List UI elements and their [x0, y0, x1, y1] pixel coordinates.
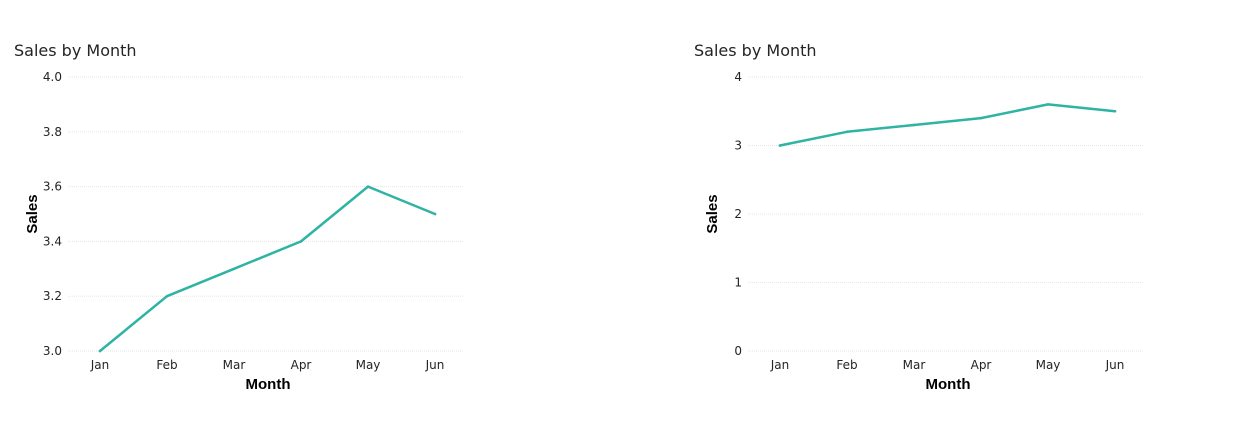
- line-chart-left: 3.0 3.2 3.4 3.6 3.8 4.0 Jan Feb Mar Apr May Jun Mont…: [24, 70, 463, 393]
- y-tick-label: 4.0: [43, 70, 62, 84]
- y-tick-label: 3: [734, 139, 742, 153]
- x-tick-label: Apr: [291, 358, 312, 372]
- x-tick-label: Jan: [90, 358, 110, 372]
- y-tick-label: 3.0: [43, 344, 62, 358]
- x-tick-label: Feb: [836, 358, 857, 372]
- y-tick-label: 1: [734, 276, 742, 290]
- line-chart-right: 0 1 2 3 4 Jan Feb Mar Apr May Jun Month Sales: [704, 70, 1143, 393]
- series-line: [778, 103, 1117, 147]
- x-tick-label: Mar: [223, 358, 246, 372]
- data-point: [1046, 103, 1050, 106]
- data-point: [232, 267, 236, 271]
- y-tick-label: 0: [734, 344, 742, 358]
- x-tick-label: May: [356, 358, 381, 372]
- x-tick-label: Jun: [1105, 358, 1125, 372]
- data-point: [979, 116, 983, 120]
- y-axis-title: Sales: [24, 194, 41, 233]
- x-axis-title: Month: [926, 376, 971, 393]
- chart-left: Sales by Month 3.0 3.2 3.4 3.6 3.8 4.0 Jan Feb M…: [0, 0, 560, 426]
- data-point: [1113, 109, 1117, 113]
- data-point: [778, 144, 782, 147]
- x-tick-label: Apr: [971, 358, 992, 372]
- x-tick-label: May: [1036, 358, 1061, 372]
- data-point: [98, 349, 102, 353]
- chart-right: Sales by Month 0 1 2 3 4 Jan Feb Mar Apr May Jun Mo…: [680, 0, 1240, 426]
- data-point: [845, 130, 849, 134]
- x-tick-label: Jun: [425, 358, 445, 372]
- x-tick-label: Jan: [770, 358, 790, 372]
- chart-title: Sales by Month: [14, 41, 137, 60]
- y-tick-label: 3.2: [43, 289, 62, 303]
- chart-title: Sales by Month: [694, 41, 817, 60]
- data-point: [433, 212, 437, 216]
- data-point: [912, 123, 916, 127]
- y-tick-label: 4: [734, 70, 742, 84]
- y-tick-label: 3.6: [43, 180, 62, 194]
- data-point: [165, 294, 169, 298]
- y-tick-label: 2: [734, 207, 742, 221]
- y-tick-label: 3.8: [43, 125, 62, 139]
- x-axis-title: Month: [246, 376, 291, 393]
- y-tick-label: 3.4: [43, 234, 62, 248]
- x-tick-label: Mar: [903, 358, 926, 372]
- data-point: [299, 240, 303, 243]
- x-tick-label: Feb: [156, 358, 177, 372]
- series-line: [98, 185, 437, 353]
- data-point: [366, 185, 370, 188]
- y-axis-title: Sales: [704, 194, 721, 233]
